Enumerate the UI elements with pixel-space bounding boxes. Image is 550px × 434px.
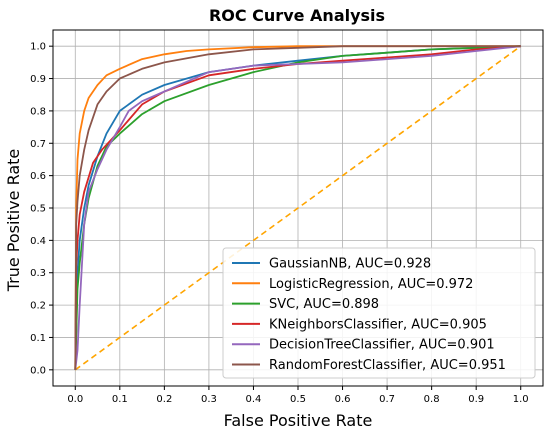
x-tick-label: 0.2: [156, 394, 172, 405]
y-tick-label: 1.0: [30, 42, 46, 53]
series-line-randomforestclassifier: [74, 45, 521, 370]
series-line-logisticregression: [74, 45, 521, 370]
y-tick-label: 0.3: [30, 268, 46, 279]
chart-title: ROC Curve Analysis: [209, 6, 385, 25]
x-tick-label: 0.3: [201, 394, 217, 405]
y-tick-label: 0.1: [30, 333, 46, 344]
y-tick-label: 0.8: [30, 106, 46, 117]
y-tick-label: 0.4: [30, 236, 46, 247]
y-tick-label: 0.7: [30, 139, 46, 150]
x-tick-label: 1.0: [513, 394, 529, 405]
y-tick-label: 0.2: [30, 301, 46, 312]
tick-labels: 0.0 0.1 0.2 0.3 0.4 0.5 0.6 0.7 0.8 0.9 1.0 0.0 0.1 0…: [30, 42, 529, 405]
series-line-decisiontreeclassifier: [74, 45, 521, 370]
chance-diagonal-line: [74, 45, 522, 371]
y-axis-label: True Positive Rate: [4, 149, 23, 293]
x-tick-label: 0.9: [468, 394, 484, 405]
x-tick-label: 0.7: [379, 394, 395, 405]
y-tick-label: 0.9: [30, 74, 46, 85]
series-line-kneighborsclassifier: [74, 45, 521, 370]
y-tick-label: 0.0: [30, 365, 46, 376]
legend-label: KNeighborsClassifier, AUC=0.905: [269, 317, 487, 332]
x-tick-label: 0.6: [335, 394, 351, 405]
y-tick-label: 0.6: [30, 171, 46, 182]
legend-box: [222, 247, 536, 379]
plot-frame: [52, 29, 544, 387]
x-tick-label: 0.5: [290, 394, 306, 405]
legend-label: LogisticRegression, AUC=0.972: [269, 277, 473, 292]
y-tick-label: 0.5: [30, 204, 46, 215]
legend-label: GaussianNB, AUC=0.928: [269, 257, 431, 272]
x-tick-label: 0.0: [67, 394, 83, 405]
series-lines: [74, 45, 522, 371]
x-axis-label: False Positive Rate: [224, 411, 373, 430]
legend-label: DecisionTreeClassifier, AUC=0.901: [269, 338, 495, 353]
legend-label: SVC, AUC=0.898: [269, 297, 379, 312]
x-tick-label: 0.4: [246, 394, 262, 405]
x-tick-label: 0.8: [424, 394, 440, 405]
x-tick-label: 0.1: [112, 394, 128, 405]
legend-label: RandomForestClassifier, AUC=0.951: [269, 358, 506, 373]
legend: GaussianNB, AUC=0.928 LogisticRegression,…: [222, 247, 536, 379]
